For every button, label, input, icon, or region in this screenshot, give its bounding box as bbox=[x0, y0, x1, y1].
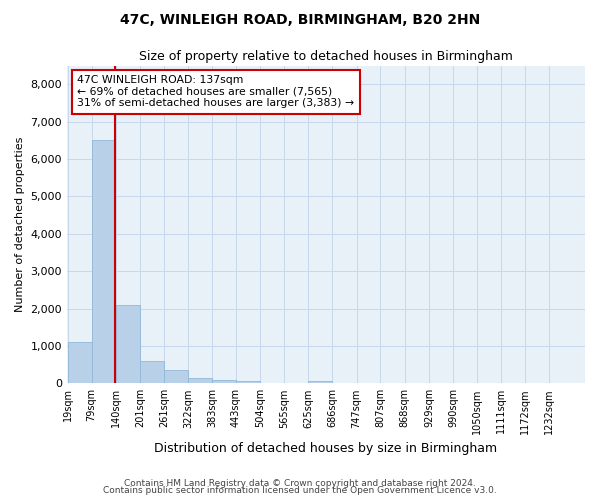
Y-axis label: Number of detached properties: Number of detached properties bbox=[15, 136, 25, 312]
Text: 47C WINLEIGH ROAD: 137sqm
← 69% of detached houses are smaller (7,565)
31% of se: 47C WINLEIGH ROAD: 137sqm ← 69% of detac… bbox=[77, 75, 355, 108]
Bar bbox=[212, 380, 236, 384]
Bar bbox=[140, 361, 164, 384]
Bar bbox=[236, 382, 260, 384]
Text: 47C, WINLEIGH ROAD, BIRMINGHAM, B20 2HN: 47C, WINLEIGH ROAD, BIRMINGHAM, B20 2HN bbox=[120, 12, 480, 26]
Title: Size of property relative to detached houses in Birmingham: Size of property relative to detached ho… bbox=[139, 50, 513, 63]
X-axis label: Distribution of detached houses by size in Birmingham: Distribution of detached houses by size … bbox=[154, 442, 497, 455]
Bar bbox=[308, 382, 332, 384]
Bar bbox=[164, 370, 188, 384]
Bar bbox=[188, 378, 212, 384]
Text: Contains HM Land Registry data © Crown copyright and database right 2024.: Contains HM Land Registry data © Crown c… bbox=[124, 478, 476, 488]
Bar bbox=[92, 140, 115, 384]
Text: Contains public sector information licensed under the Open Government Licence v3: Contains public sector information licen… bbox=[103, 486, 497, 495]
Bar bbox=[116, 305, 140, 384]
Bar bbox=[68, 342, 92, 384]
